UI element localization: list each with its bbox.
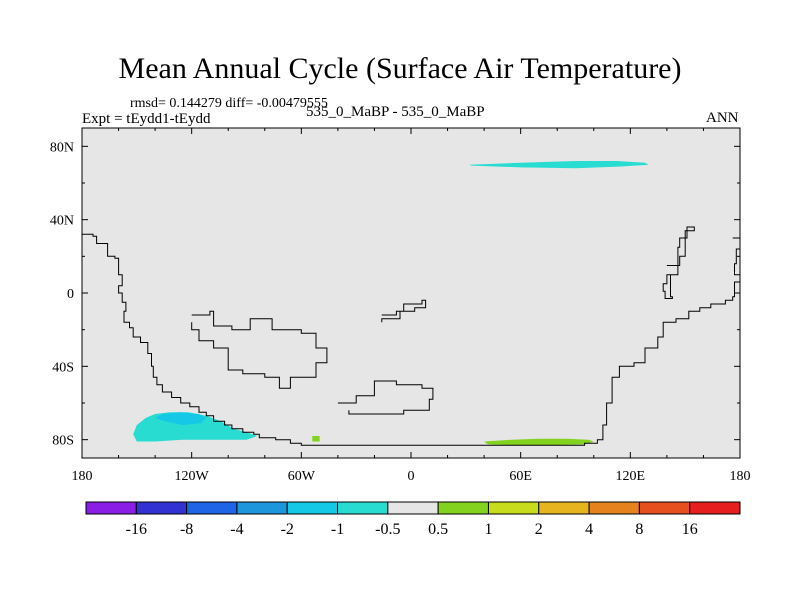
colorbar-swatch: [236, 501, 288, 515]
colorbar-label: 8: [635, 521, 643, 538]
anomaly-regions: [133, 161, 649, 446]
y-tick-label: 80S: [52, 434, 74, 449]
experiment-label: Expt = tEydd1-tEydd: [82, 111, 211, 127]
colorbar-swatch: [337, 501, 389, 515]
colorbar-swatch: [588, 501, 640, 515]
x-tick-label: 60E: [509, 469, 532, 484]
colorbar-swatch: [387, 501, 439, 515]
south-pacific-cool-anomaly-core: [155, 412, 207, 425]
colorbar-swatch: [437, 501, 489, 515]
upper-right-island: [662, 226, 695, 299]
x-tick-label: 0: [408, 469, 415, 484]
colorbar-swatch: [186, 501, 238, 515]
y-tick-label: 40S: [52, 360, 74, 375]
colorbar-label: 1: [484, 521, 492, 538]
map-background: [82, 128, 740, 458]
runs-label: 535_0_MaBP - 535_0_MaBP: [306, 104, 485, 120]
small-warm-anomaly: [312, 436, 320, 442]
colorbar-swatch: [638, 501, 691, 515]
colorbar-swatch: [538, 501, 590, 515]
colorbar-label: -16: [126, 521, 147, 538]
plot-title: Mean Annual Cycle (Surface Air Temperatu…: [118, 52, 682, 85]
far-east-island: [732, 232, 740, 279]
season-label: ANN: [706, 110, 739, 126]
colorbar-label: -4: [230, 521, 243, 538]
x-tick-label: 180: [72, 469, 93, 484]
colorbar-swatch: [286, 501, 339, 515]
y-tick-label: 40N: [50, 214, 74, 229]
y-tick-label: 80N: [50, 140, 74, 155]
colorbar-label: 4: [585, 521, 593, 538]
colorbar-swatch: [135, 501, 188, 515]
southern-island: [337, 380, 434, 415]
colorbar-label: -0.5: [375, 521, 400, 538]
colorbar: -16 -8 -4 -2 -1 -0.5 0.5 1 2 4 8 16: [85, 501, 741, 538]
axis-ticks: 180 120W 60W 0 60E 120E 180 80N 40N 0 40S 80S: [50, 128, 751, 484]
west-continent-coastline: [82, 233, 740, 446]
coastlines: [82, 226, 740, 446]
colorbar-label: 2: [535, 521, 543, 538]
y-tick-label: 0: [67, 287, 74, 302]
antarctic-warm-anomaly: [484, 438, 594, 446]
colorbar-label: -8: [180, 521, 193, 538]
x-tick-label: 120W: [175, 469, 210, 484]
arctic-cool-anomaly: [469, 161, 649, 169]
x-tick-label: 60W: [288, 469, 316, 484]
colorbar-label: 0.5: [428, 521, 448, 538]
x-tick-label: 180: [730, 469, 751, 484]
colorbar-swatch: [85, 501, 137, 515]
colorbar-swatch: [487, 501, 540, 515]
colorbar-label: 16: [682, 521, 698, 538]
colorbar-label: -1: [331, 521, 344, 538]
x-tick-label: 120E: [616, 469, 646, 484]
colorbar-swatch: [689, 501, 741, 515]
central-continent: [191, 310, 328, 389]
stats-text: rmsd= 0.144279 diff= -0.00479555: [130, 96, 328, 111]
central-island: [381, 299, 427, 323]
colorbar-label: -2: [281, 521, 294, 538]
